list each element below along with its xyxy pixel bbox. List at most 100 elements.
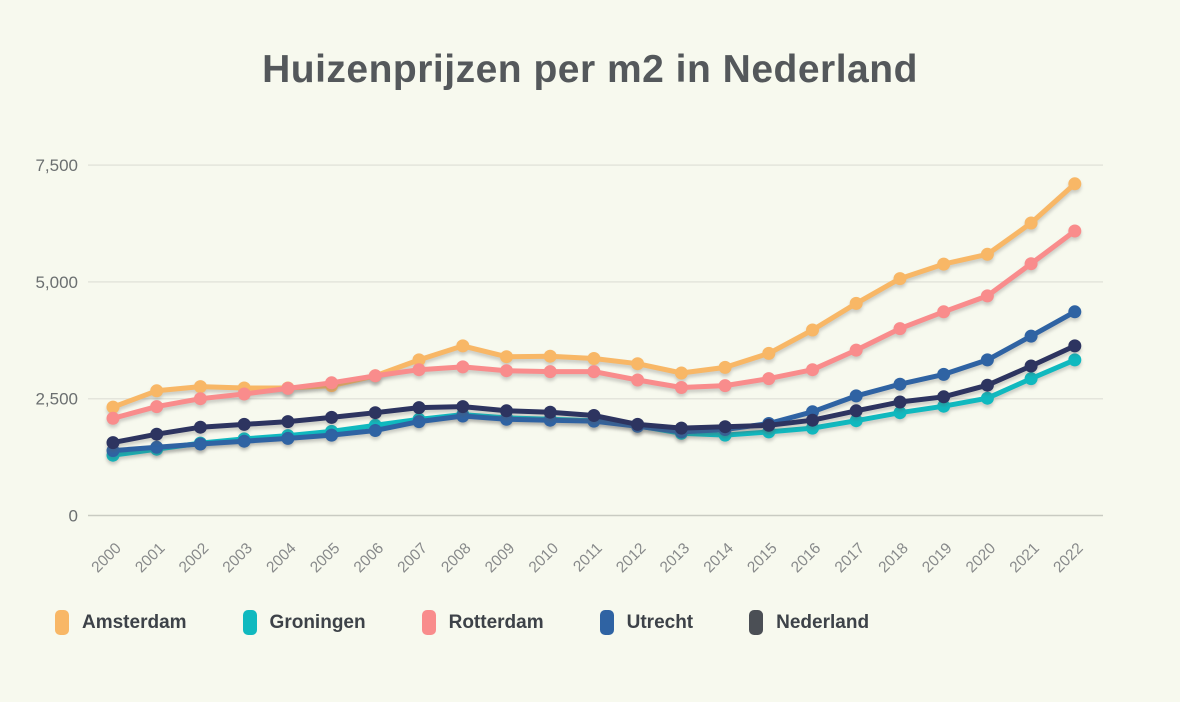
x-tick-label-2001: 2001 <box>132 540 168 576</box>
x-tick-label-2017: 2017 <box>832 540 868 576</box>
data-point-rotterdam-2018 <box>893 322 907 336</box>
data-point-utrecht-2021 <box>1024 329 1038 343</box>
x-tick-label-2018: 2018 <box>875 540 911 576</box>
legend-label-rotterdam: Rotterdam <box>448 611 544 633</box>
data-point-utrecht-2002 <box>193 437 207 451</box>
data-point-nederland-2014 <box>718 420 732 434</box>
x-tick-label-2002: 2002 <box>176 540 212 576</box>
series-nederland <box>106 339 1082 450</box>
legend-item-rotterdam: Rotterdam <box>421 610 544 635</box>
data-point-rotterdam-2009 <box>500 364 513 378</box>
data-point-nederland-2010 <box>543 405 557 419</box>
y-tick-label: 0 <box>69 507 78 526</box>
data-point-rotterdam-2003 <box>237 387 251 401</box>
data-point-nederland-2021 <box>1024 359 1038 373</box>
data-point-amsterdam-2021 <box>1024 216 1038 230</box>
data-point-rotterdam-2001 <box>150 400 164 414</box>
y-tick-label: 2,500 <box>35 390 78 409</box>
data-point-utrecht-2018 <box>893 377 907 391</box>
x-tick-label-2014: 2014 <box>701 540 738 577</box>
data-point-nederland-2011 <box>587 409 601 422</box>
data-point-amsterdam-2015 <box>762 346 776 360</box>
data-point-amsterdam-2008 <box>456 339 470 353</box>
data-point-rotterdam-2007 <box>412 363 426 377</box>
data-point-utrecht-2001 <box>150 440 164 454</box>
x-tick-label-2010: 2010 <box>526 540 563 577</box>
data-point-groningen-2017 <box>849 414 863 428</box>
data-point-utrecht-2019 <box>937 367 951 381</box>
data-point-nederland-2002 <box>193 420 207 434</box>
data-point-groningen-2022 <box>1068 353 1082 367</box>
legend-item-groningen: Groningen <box>242 610 366 635</box>
legend-label-utrecht: Utrecht <box>626 611 694 633</box>
series-line-rotterdam <box>110 228 1078 421</box>
legend-item-nederland: Nederland <box>749 610 869 635</box>
data-point-rotterdam-2019 <box>937 305 951 319</box>
data-point-amsterdam-2001 <box>150 384 164 398</box>
data-point-nederland-2007 <box>412 401 426 415</box>
data-point-nederland-2018 <box>893 395 907 409</box>
x-tick-label-2015: 2015 <box>744 540 780 576</box>
data-point-rotterdam-2011 <box>587 365 601 379</box>
x-tick-label-2016: 2016 <box>788 540 824 576</box>
y-tick-label: 5,000 <box>35 273 78 292</box>
legend-swatch-rotterdam <box>421 610 436 635</box>
data-point-amsterdam-2020 <box>980 247 994 261</box>
data-point-amsterdam-2009 <box>500 350 513 364</box>
data-point-nederland-2017 <box>849 404 863 418</box>
data-point-nederland-2008 <box>456 400 470 414</box>
series-rotterdam <box>106 224 1082 425</box>
data-point-rotterdam-2005 <box>325 376 339 390</box>
data-point-nederland-2019 <box>937 390 951 404</box>
x-tick-label-2005: 2005 <box>307 540 343 576</box>
x-tick-label-2013: 2013 <box>657 540 693 576</box>
data-point-amsterdam-2002 <box>193 380 207 394</box>
data-point-utrecht-2007 <box>412 415 426 429</box>
data-point-rotterdam-2015 <box>762 372 776 386</box>
legend-label-groningen: Groningen <box>269 611 366 633</box>
data-point-nederland-2009 <box>500 404 513 418</box>
data-point-nederland-2003 <box>237 417 251 431</box>
data-point-nederland-2013 <box>674 421 688 435</box>
data-point-rotterdam-2002 <box>193 392 207 406</box>
series-utrecht <box>106 305 1082 458</box>
series-line-utrecht <box>110 309 1078 454</box>
data-point-rotterdam-2020 <box>980 289 994 303</box>
data-point-nederland-2022 <box>1068 339 1082 353</box>
data-point-nederland-2020 <box>980 378 994 392</box>
data-point-amsterdam-2000 <box>106 400 120 414</box>
data-point-groningen-2019 <box>937 399 951 413</box>
x-tick-label-2022: 2022 <box>1050 540 1086 576</box>
x-tick-label-2021: 2021 <box>1007 540 1043 576</box>
data-point-utrecht-2020 <box>980 353 994 367</box>
legend-label-nederland: Nederland <box>776 611 870 633</box>
data-point-amsterdam-2007 <box>412 353 426 367</box>
data-point-amsterdam-2010 <box>543 349 557 363</box>
x-tick-label-2008: 2008 <box>438 540 474 576</box>
data-point-utrecht-2005 <box>325 428 339 442</box>
data-point-nederland-2016 <box>806 413 819 427</box>
legend: Amsterdam Groningen Rotterdam Utrecht Ne… <box>55 610 869 635</box>
x-tick-label-2011: 2011 <box>570 540 606 576</box>
data-point-utrecht-2006 <box>368 424 382 437</box>
data-point-nederland-2015 <box>762 418 776 432</box>
data-point-nederland-2012 <box>631 417 645 431</box>
data-point-nederland-2006 <box>368 406 382 420</box>
x-tick-label-2006: 2006 <box>351 540 387 576</box>
data-point-amsterdam-2017 <box>849 296 863 310</box>
data-point-rotterdam-2013 <box>674 381 688 394</box>
data-point-utrecht-2004 <box>281 431 295 445</box>
data-point-rotterdam-2012 <box>631 373 645 387</box>
data-point-utrecht-2022 <box>1068 305 1082 319</box>
data-point-amsterdam-2012 <box>631 357 645 371</box>
data-point-amsterdam-2016 <box>806 323 819 337</box>
data-point-amsterdam-2022 <box>1068 177 1082 191</box>
data-point-amsterdam-2019 <box>937 257 951 271</box>
data-point-nederland-2004 <box>281 415 295 429</box>
x-tick-label-2009: 2009 <box>482 540 518 576</box>
data-point-amsterdam-2018 <box>893 272 907 286</box>
x-tick-label-2019: 2019 <box>919 540 955 576</box>
data-point-rotterdam-2006 <box>368 369 382 383</box>
